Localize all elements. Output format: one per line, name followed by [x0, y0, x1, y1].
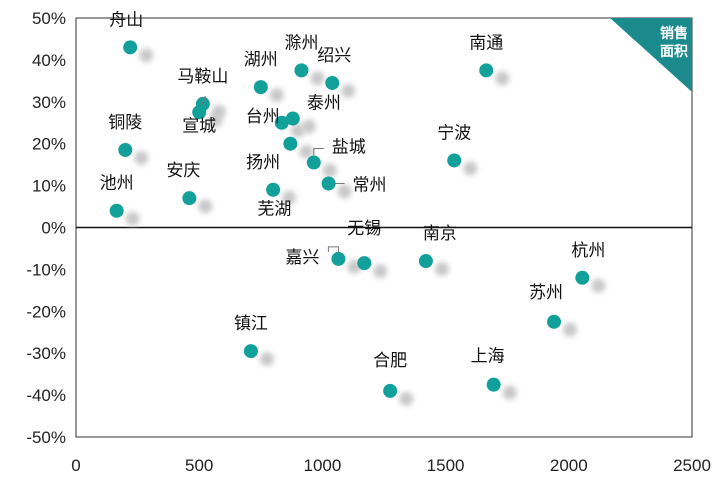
- point-shadow: [299, 144, 314, 159]
- y-tick-label: -20%: [26, 302, 66, 321]
- point-label: 马鞍山: [177, 67, 228, 87]
- point-shadow: [337, 184, 352, 199]
- x-tick-label: 0: [71, 456, 80, 475]
- point-label: 滁州: [284, 33, 318, 53]
- x-tick-label: 2000: [550, 456, 588, 475]
- point-label: 池州: [100, 174, 134, 194]
- badge-label-line2: 面积: [660, 43, 688, 60]
- point-shadow: [373, 264, 388, 279]
- point-shadow: [134, 150, 149, 165]
- point-label: 南京: [423, 224, 457, 244]
- data-point: [575, 270, 590, 285]
- point-label: 扬州: [246, 153, 280, 173]
- y-tick-label: -50%: [26, 428, 66, 447]
- y-tick-label: 10%: [32, 177, 66, 196]
- point-shadow: [125, 211, 140, 226]
- point-label: 镇江: [234, 314, 268, 334]
- y-tick-label: -40%: [26, 386, 66, 405]
- data-point: [547, 314, 562, 329]
- point-label: 芜湖: [257, 200, 291, 220]
- point-shadow: [463, 161, 478, 176]
- data-point: [357, 256, 372, 271]
- point-label: 舟山: [109, 10, 143, 30]
- y-tick-label: 30%: [32, 93, 66, 112]
- point-shadow: [502, 385, 517, 400]
- point-label: 铜陵: [108, 113, 142, 133]
- point-shadow: [322, 163, 337, 178]
- point-label: 湖州: [244, 50, 278, 70]
- point-shadow: [208, 113, 223, 128]
- y-tick-label: 20%: [32, 135, 66, 154]
- data-point: [266, 182, 281, 197]
- point-shadow: [259, 352, 274, 367]
- y-tick-label: 50%: [32, 9, 66, 28]
- point-label: 南通: [469, 33, 503, 53]
- point-label: 常州: [353, 176, 387, 196]
- point-shadow: [591, 278, 606, 293]
- point-label: 苏州: [529, 283, 563, 303]
- point-shadow: [563, 322, 578, 337]
- y-tick-label: -30%: [26, 344, 66, 363]
- point-shadow: [198, 199, 213, 214]
- data-point: [123, 40, 138, 55]
- point-label: 宣城: [182, 116, 216, 136]
- x-tick-label: 1500: [427, 456, 465, 475]
- point-label: 绍兴: [317, 46, 351, 66]
- corner-badge: [610, 18, 692, 92]
- point-label: 安庆: [166, 161, 200, 181]
- data-point: [486, 377, 501, 392]
- data-point: [321, 176, 336, 191]
- data-point: [479, 63, 494, 78]
- point-shadow: [269, 88, 284, 103]
- data-point: [306, 155, 321, 170]
- data-point: [383, 383, 398, 398]
- data-point: [253, 80, 268, 95]
- data-point: [331, 251, 346, 266]
- data-point: [285, 111, 300, 126]
- data-point: [274, 115, 289, 130]
- x-tick-label: 500: [185, 456, 213, 475]
- point-label: 宁波: [437, 123, 471, 143]
- point-label: 无锡: [347, 219, 381, 239]
- point-label: 台州: [246, 107, 280, 127]
- y-tick-label: 40%: [32, 51, 66, 70]
- data-point: [294, 63, 309, 78]
- data-point: [325, 75, 340, 90]
- data-point: [118, 142, 133, 157]
- x-tick-label: 2500: [673, 456, 711, 475]
- point-label: 合肥: [373, 351, 407, 371]
- point-label: 嘉兴: [285, 248, 319, 268]
- data-point: [447, 153, 462, 168]
- y-tick-label: -10%: [26, 260, 66, 279]
- point-shadow: [434, 262, 449, 277]
- point-label: 杭州: [571, 241, 605, 261]
- point-shadow: [341, 83, 356, 98]
- data-point: [182, 191, 197, 206]
- x-tick-label: 1000: [303, 456, 341, 475]
- point-shadow: [310, 71, 325, 86]
- data-point: [109, 203, 124, 218]
- point-shadow: [495, 71, 510, 86]
- point-shadow: [139, 48, 154, 63]
- point-shadow: [282, 190, 297, 205]
- point-label: 泰州: [307, 94, 341, 114]
- point-label: 上海: [471, 347, 505, 367]
- point-shadow: [301, 119, 316, 134]
- point-label: 盐城: [332, 138, 366, 158]
- data-point: [243, 344, 258, 359]
- point-shadow: [399, 391, 414, 406]
- point-shadow: [290, 123, 305, 138]
- data-point: [192, 105, 207, 120]
- badge-label-line1: 销售: [660, 25, 688, 42]
- data-point: [418, 254, 433, 269]
- y-tick-label: 0%: [41, 219, 66, 238]
- data-point: [283, 136, 298, 151]
